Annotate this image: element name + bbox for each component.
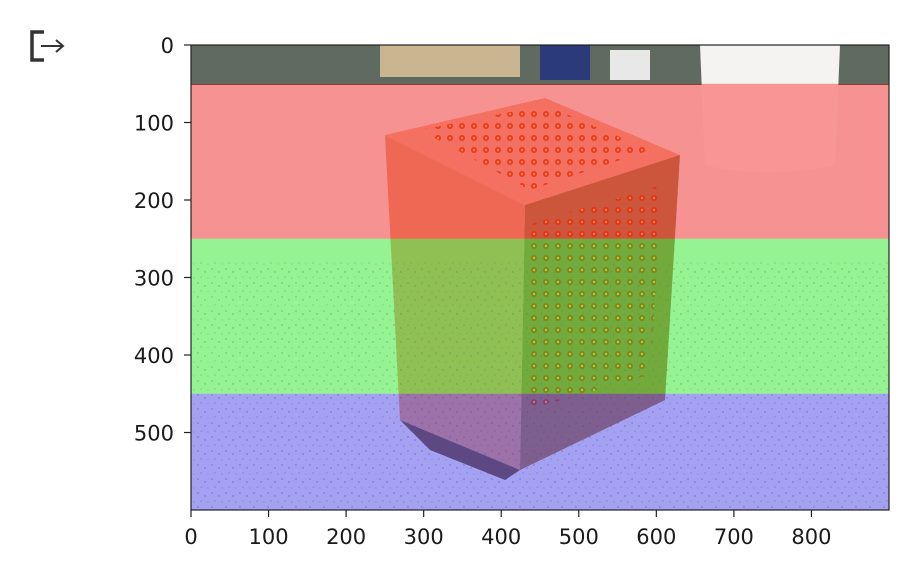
y-tick-label: 200 xyxy=(134,189,174,213)
overlay-bands xyxy=(191,83,889,510)
y-tick-label: 0 xyxy=(161,34,174,58)
x-tick-label: 0 xyxy=(184,525,197,549)
overlay-band-red-tint xyxy=(191,83,889,239)
overlay-band-blue-tint xyxy=(191,393,889,510)
image-area xyxy=(191,45,889,510)
x-tick-label: 400 xyxy=(481,525,521,549)
x-tick-label: 800 xyxy=(791,525,831,549)
x-tick-label: 200 xyxy=(326,525,366,549)
x-tick-label: 500 xyxy=(559,525,599,549)
y-tick-label: 100 xyxy=(134,112,174,136)
x-tick-label: 600 xyxy=(636,525,676,549)
x-tick-label: 300 xyxy=(404,525,444,549)
overlay-band-green-tint xyxy=(191,238,889,394)
y-tick-label: 300 xyxy=(134,267,174,291)
x-tick-label: 100 xyxy=(249,525,289,549)
y-axis: 0 100 200 300 400 500 xyxy=(134,34,191,446)
x-axis: 0 100 200 300 400 500 600 700 800 xyxy=(184,510,831,549)
y-tick-label: 500 xyxy=(134,422,174,446)
y-tick-label: 400 xyxy=(134,344,174,368)
output-redirect-icon[interactable] xyxy=(28,28,68,64)
x-tick-label: 700 xyxy=(714,525,754,549)
